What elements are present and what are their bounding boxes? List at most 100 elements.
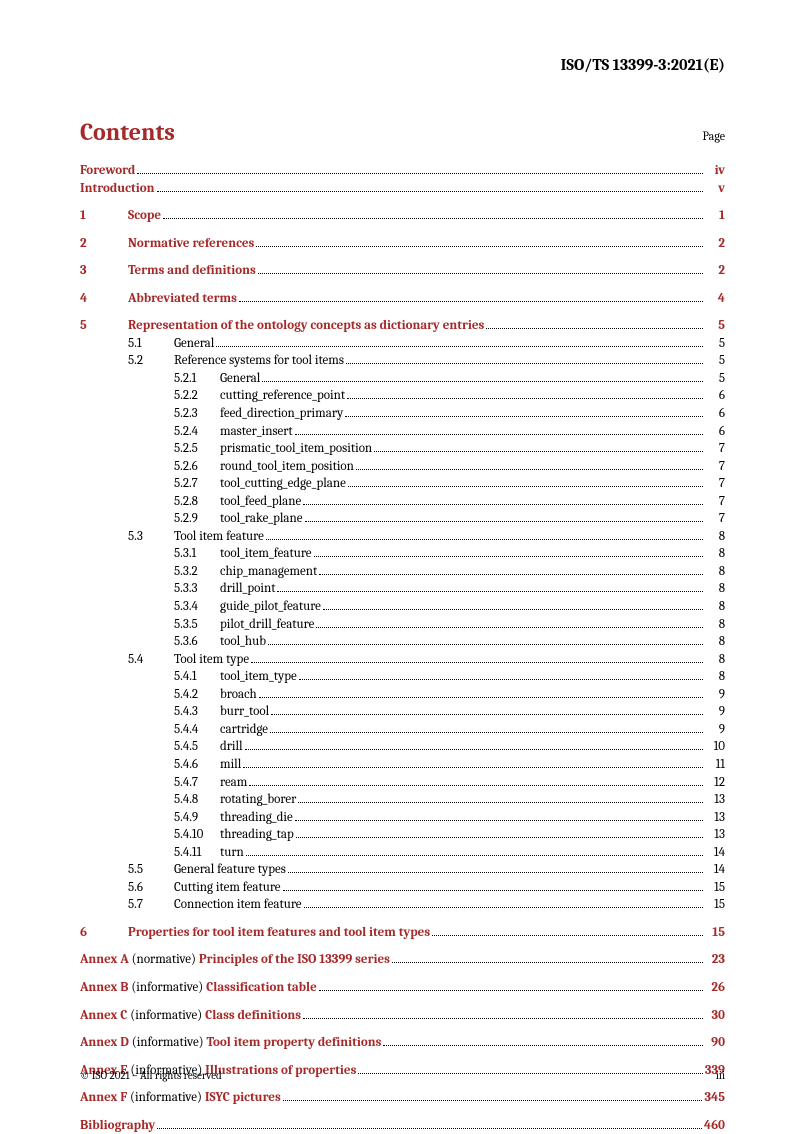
toc-page: 8 (705, 651, 725, 669)
toc-row: 5.2.7tool_cutting_edge_plane7 (80, 475, 725, 493)
toc-row: 5.2Reference systems for tool items 5 (80, 352, 725, 370)
toc-page: 15 (705, 879, 725, 897)
leader (157, 180, 703, 192)
toc-title: Abbreviated terms (128, 290, 237, 308)
leader (137, 162, 703, 174)
toc-row: 1Scope1 (80, 207, 725, 225)
toc-row: Annex A (normative) Principles of the IS… (80, 951, 725, 969)
toc-number: 5.2.5 (174, 440, 220, 458)
toc-title: tool_item_feature (220, 545, 312, 563)
leader (323, 598, 703, 610)
toc-row: 5.4.3burr_tool9 (80, 703, 725, 721)
leader (348, 476, 703, 488)
toc-row: 5.4.2broach9 (80, 686, 725, 704)
toc-row: 5.4.5drill10 (80, 738, 725, 756)
leader (347, 388, 703, 400)
toc-title: guide_pilot_feature (220, 598, 321, 616)
toc-page: 7 (705, 493, 725, 511)
page-footer: © ISO 2021 – All rights reserved iii (80, 1069, 725, 1082)
leader (383, 1034, 703, 1046)
toc-title: tool_hub (220, 633, 266, 651)
leader (266, 528, 703, 540)
toc-page: 7 (705, 458, 725, 476)
leader (283, 1089, 703, 1101)
toc-title: prismatic_tool_item_position (220, 440, 372, 458)
toc-title: Reference systems for tool items (174, 352, 344, 370)
toc-row: Annex B (informative) Classification tab… (80, 979, 725, 997)
toc-row: 5.4Tool item type8 (80, 651, 725, 669)
annex-note: (informative) (130, 1090, 202, 1105)
annex-prefix: Annex D (80, 1035, 129, 1050)
toc-row: 5.3.5pilot_drill_feature8 (80, 616, 725, 634)
toc-page: 11 (705, 756, 725, 774)
toc-number: 5.4.1 (174, 668, 220, 686)
leader (314, 546, 703, 558)
annex-title: ISYC pictures (205, 1090, 281, 1105)
toc-row: 5.3.6tool_hub8 (80, 633, 725, 651)
toc-number: 5.2.4 (174, 423, 220, 441)
toc-number: 5.4.10 (174, 826, 220, 844)
toc-title: Tool item type (174, 651, 249, 669)
page: ISO/TS 13399-3:2021(E) Contents Page For… (0, 0, 793, 1122)
leader (259, 686, 703, 698)
toc-page: 345 (704, 1089, 725, 1107)
toc-row: Annex C (informative) Class definitions3… (80, 1007, 725, 1025)
toc-title: drill (220, 738, 243, 756)
toc-title: threading_die (220, 809, 293, 827)
toc-page: 15 (705, 896, 725, 914)
toc-number: 5.2 (128, 352, 174, 370)
toc-page: 8 (705, 528, 725, 546)
toc-row: 5.2.4master_insert 6 (80, 423, 725, 441)
leader (345, 405, 703, 417)
toc-page: 15 (705, 924, 725, 942)
copyright-text: © ISO 2021 – All rights reserved (80, 1069, 222, 1082)
toc-number: 5.4.11 (174, 844, 220, 862)
toc-number: 5.2.1 (174, 370, 220, 388)
annex-note: (informative) (132, 1035, 204, 1050)
annex-title: Tool item property definitions (207, 1035, 382, 1050)
toc-number: 4 (80, 290, 128, 308)
toc-title: cutting_reference_point (220, 387, 345, 405)
toc-row: 5.4.8rotating_borer13 (80, 791, 725, 809)
toc-page: 5 (705, 352, 725, 370)
toc-row: 5.4.7ream12 (80, 774, 725, 792)
toc-number: 5.3.6 (174, 633, 220, 651)
leader (245, 739, 703, 751)
toc-title: Terms and definitions (128, 262, 256, 280)
toc-number: 5.4.9 (174, 809, 220, 827)
toc-page: 14 (705, 861, 725, 879)
leader (304, 897, 703, 909)
toc-page: 30 (705, 1007, 725, 1025)
leader (298, 791, 703, 803)
leader (374, 440, 703, 452)
toc-page: 6 (705, 405, 725, 423)
page-column-label: Page (703, 129, 725, 143)
annex-prefix: Annex C (80, 1008, 127, 1023)
toc-title: cartridge (220, 721, 268, 739)
toc-title: Annex D (informative) Tool item property… (80, 1034, 381, 1052)
toc-row: 5.7Connection item feature15 (80, 896, 725, 914)
toc-page: 6 (705, 387, 725, 405)
toc-title: tool_cutting_edge_plane (220, 475, 346, 493)
toc-title: master_insert (220, 423, 293, 441)
annex-prefix: Annex B (80, 980, 128, 995)
toc-title: Introduction (80, 180, 155, 198)
toc-page: 10 (705, 738, 725, 756)
leader (249, 774, 703, 786)
toc-row: 5.3.4guide_pilot_feature8 (80, 598, 725, 616)
toc-row: Bibliography460 (80, 1117, 725, 1134)
toc-page: 5 (705, 335, 725, 353)
toc-row: 5.3.2chip_management8 (80, 563, 725, 581)
toc-page: 7 (705, 475, 725, 493)
toc-title: Normative references (128, 235, 254, 253)
toc-title: General feature types (174, 861, 286, 879)
toc-page: 2 (705, 235, 725, 253)
toc-page: 6 (705, 423, 725, 441)
toc-title: ream (220, 774, 247, 792)
leader (157, 1117, 702, 1129)
toc-number: 5.3 (128, 528, 174, 546)
toc-row: 5.5General feature types14 (80, 861, 725, 879)
leader (299, 669, 703, 681)
toc-number: 5.4.4 (174, 721, 220, 739)
toc-title: Tool item feature (174, 528, 264, 546)
